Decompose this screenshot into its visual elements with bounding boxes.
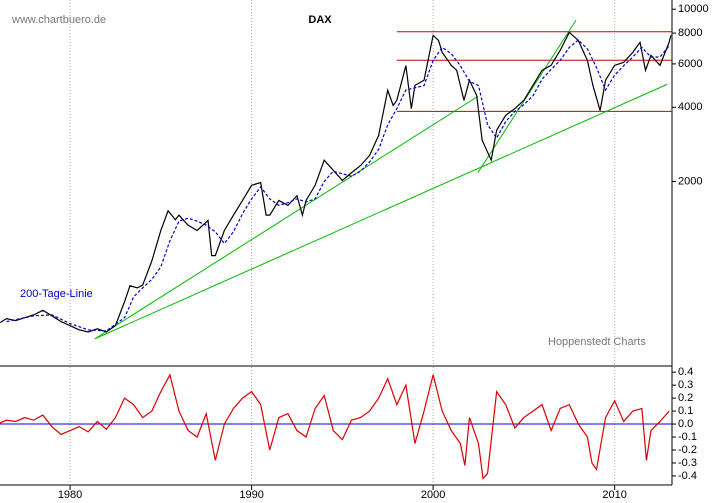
y-tick-label: 2000	[678, 175, 702, 187]
plot-layer: 2000 4000 6000 8000 10000 DAX www.chartbuero.d…	[0, 0, 709, 501]
annotation: www.chartbuero.de	[11, 14, 106, 26]
annotation: Hoppenstedt Charts	[548, 336, 646, 348]
y-tick-label: 0.3	[678, 379, 693, 391]
y-tick-label: 6000	[678, 58, 702, 70]
trend-line	[94, 83, 668, 340]
trend-line	[94, 95, 479, 340]
x-tick-label: 2010	[602, 489, 626, 501]
trend-line	[477, 19, 577, 173]
x-tick-label: 1990	[239, 489, 263, 501]
x-tick-label: 2000	[421, 489, 445, 501]
y-tick-label: 0.1	[678, 405, 693, 417]
y-tick-label: -0.3	[678, 457, 697, 469]
y-tick-label: 10000	[678, 3, 709, 15]
chart-title: DAX	[308, 14, 332, 26]
y-tick-label: -0.2	[678, 444, 697, 456]
y-tick-label: -0.1	[678, 431, 697, 443]
y-tick-label: 0.4	[678, 366, 693, 378]
y-tick-label: 4000	[678, 101, 702, 113]
y-tick-label: -0.4	[678, 470, 697, 482]
data-line	[0, 31, 672, 333]
y-tick-label: 0.2	[678, 392, 693, 404]
legend-label: 200-Tage-Linie	[20, 288, 93, 300]
x-tick-label: 1980	[58, 489, 82, 501]
y-tick-label: 8000	[678, 27, 702, 39]
data-line	[0, 373, 670, 480]
y-tick-label: 0.0	[678, 418, 693, 430]
